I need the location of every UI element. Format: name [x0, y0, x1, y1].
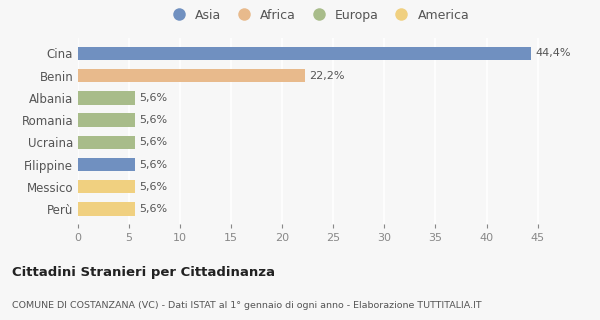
- Bar: [78, 91, 135, 105]
- Text: 5,6%: 5,6%: [139, 182, 167, 192]
- Text: 5,6%: 5,6%: [139, 115, 167, 125]
- Bar: [78, 180, 135, 193]
- Legend: Asia, Africa, Europa, America: Asia, Africa, Europa, America: [161, 4, 475, 27]
- Bar: [78, 136, 135, 149]
- Bar: [78, 47, 532, 60]
- Text: Cittadini Stranieri per Cittadinanza: Cittadini Stranieri per Cittadinanza: [12, 266, 275, 279]
- Bar: [78, 69, 305, 82]
- Bar: [78, 202, 135, 216]
- Text: 5,6%: 5,6%: [139, 204, 167, 214]
- Text: COMUNE DI COSTANZANA (VC) - Dati ISTAT al 1° gennaio di ogni anno - Elaborazione: COMUNE DI COSTANZANA (VC) - Dati ISTAT a…: [12, 301, 482, 310]
- Text: 5,6%: 5,6%: [139, 137, 167, 147]
- Text: 5,6%: 5,6%: [139, 159, 167, 170]
- Bar: [78, 158, 135, 171]
- Text: 5,6%: 5,6%: [139, 93, 167, 103]
- Text: 44,4%: 44,4%: [536, 49, 571, 59]
- Text: 22,2%: 22,2%: [309, 71, 344, 81]
- Bar: [78, 113, 135, 127]
